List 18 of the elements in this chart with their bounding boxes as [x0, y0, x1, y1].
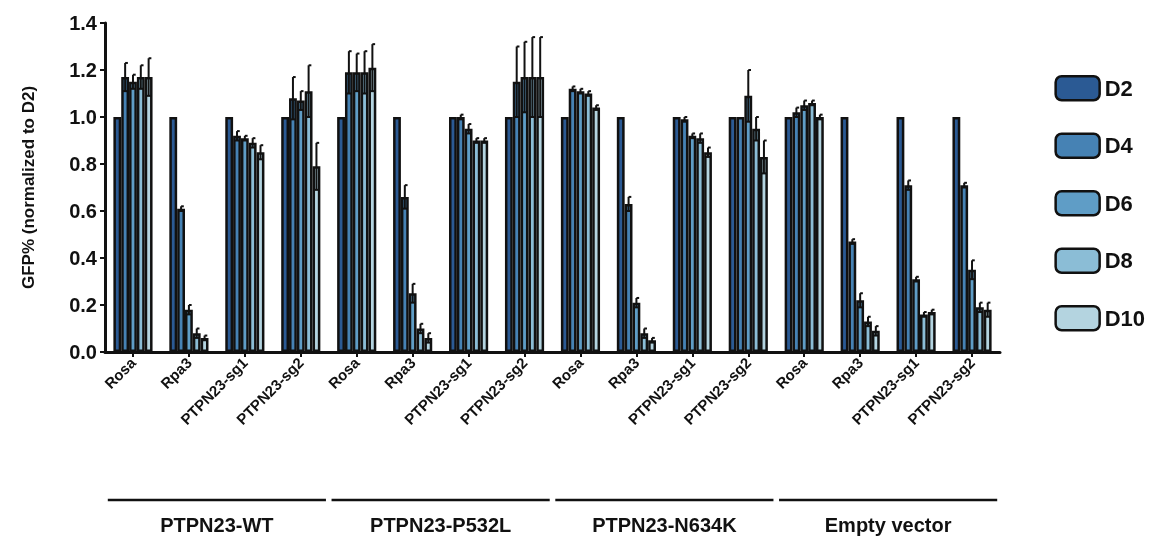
- y-tick-label: 0.4: [69, 247, 98, 269]
- text: Empty vector: [824, 514, 952, 536]
- y-tick-label: 0.6: [69, 200, 97, 222]
- y-tick-label: 0.0: [69, 341, 97, 363]
- text: PTPN23-P532L: [370, 514, 512, 536]
- y-tick-label: 1.0: [69, 106, 97, 128]
- legend-label: D2: [1104, 75, 1133, 101]
- y-tick-label: 0.8: [69, 153, 97, 175]
- legend-label: D10: [1104, 305, 1145, 331]
- y-tick-label: 1.4: [69, 12, 98, 34]
- text: PTPN23-N634K: [592, 514, 738, 536]
- text: PTPN23-WT: [160, 514, 274, 536]
- legend-label: D4: [1104, 133, 1134, 159]
- y-tick-label: 1.2: [69, 59, 97, 81]
- y-axis-title: GFP% (normalized to D2): [19, 85, 38, 290]
- legend-label: D6: [1104, 190, 1133, 216]
- legend-label: D8: [1104, 248, 1133, 274]
- y-tick-label: 0.2: [69, 294, 97, 316]
